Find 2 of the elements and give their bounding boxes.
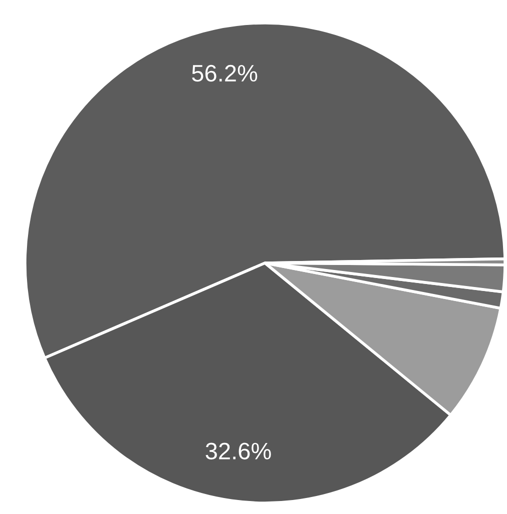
data-label: 32.6% — [206, 442, 271, 460]
data-label: 56.2% — [192, 64, 258, 82]
